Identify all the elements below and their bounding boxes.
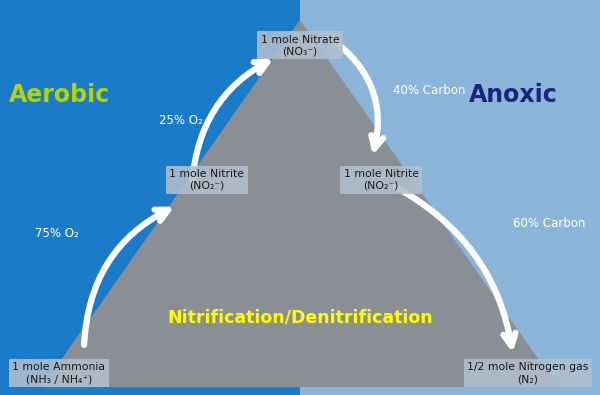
Text: Nitrification/Denitrification: Nitrification/Denitrification <box>167 309 433 327</box>
Text: 1 mole Nitrite
(NO₂⁻): 1 mole Nitrite (NO₂⁻) <box>169 169 245 190</box>
Text: 60% Carbon: 60% Carbon <box>513 217 586 229</box>
Text: 1/2 mole Nitrogen gas
(N₂): 1/2 mole Nitrogen gas (N₂) <box>467 363 589 384</box>
Polygon shape <box>300 0 600 395</box>
Text: 25% O₂: 25% O₂ <box>159 114 203 127</box>
Text: 75% O₂: 75% O₂ <box>35 227 79 239</box>
Text: Aerobic: Aerobic <box>10 83 110 107</box>
Polygon shape <box>42 20 558 387</box>
Text: 1 mole Nitrate
(NO₃⁻): 1 mole Nitrate (NO₃⁻) <box>260 35 340 56</box>
Text: Anoxic: Anoxic <box>469 83 557 107</box>
Text: 1 mole Nitrite
(NO₂⁻): 1 mole Nitrite (NO₂⁻) <box>343 169 419 190</box>
Text: 40% Carbon: 40% Carbon <box>393 85 466 97</box>
Text: 1 mole Ammonia
(NH₃ / NH₄⁺): 1 mole Ammonia (NH₃ / NH₄⁺) <box>13 363 106 384</box>
